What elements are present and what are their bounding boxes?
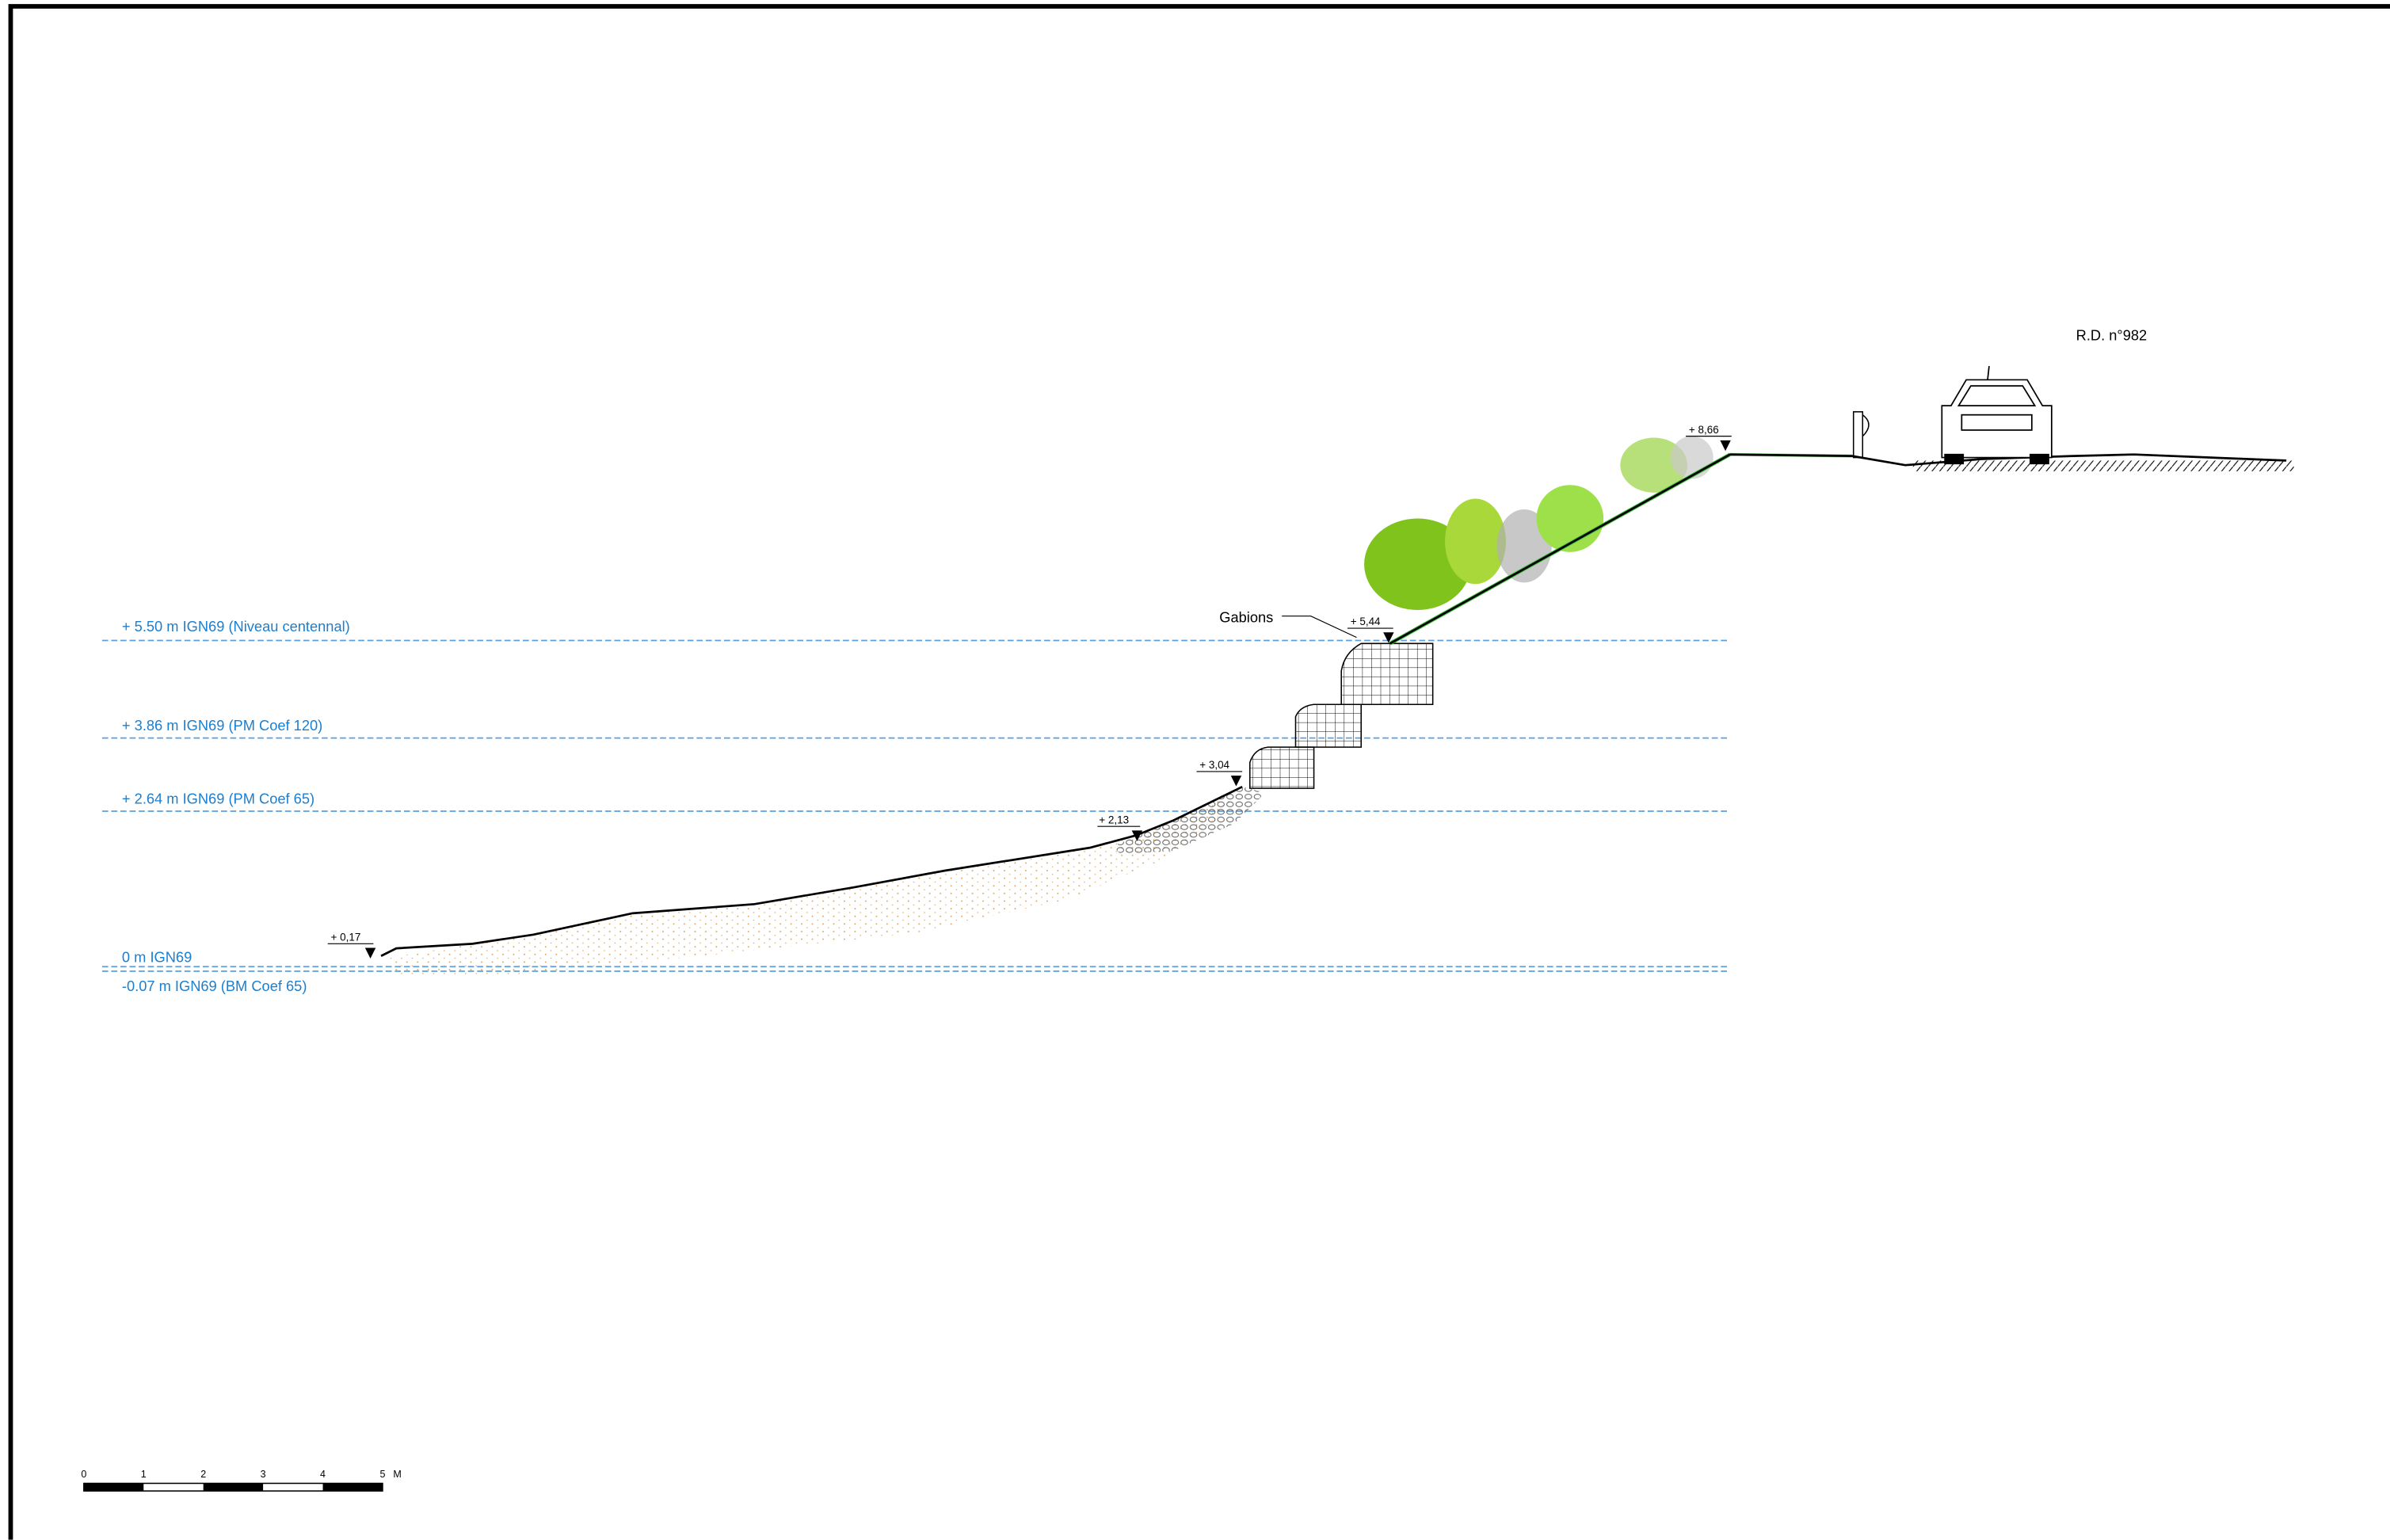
elevation-label: + 5,44 xyxy=(1351,616,1381,627)
road-label: R.D. n°982 xyxy=(2076,326,2148,343)
post xyxy=(1852,411,1870,459)
scale-tick-label: 4 xyxy=(320,1469,326,1480)
car xyxy=(1941,366,2053,465)
water-levels: + 5.50 m IGN69 (Niveau centennal) + 3.86… xyxy=(101,618,1730,994)
scale-tick-label: 0 xyxy=(81,1469,86,1480)
elevation-label: + 2,13 xyxy=(1099,814,1129,825)
level-label: -0.07 m IGN69 (BM Coef 65) xyxy=(122,978,307,994)
frame xyxy=(8,4,2390,1540)
scale-tick-label: 5 xyxy=(379,1469,385,1480)
riprap xyxy=(1112,787,1266,854)
elevation-label: + 8,66 xyxy=(1689,424,1719,436)
elevation-label: + 0,17 xyxy=(331,932,361,943)
elevation-markers xyxy=(327,436,1732,959)
elevation-label: + 3,04 xyxy=(1199,759,1229,771)
scale-tick-label: 2 xyxy=(200,1469,206,1480)
level-label: + 5.50 m IGN69 (Niveau centennal) xyxy=(122,618,350,635)
scale-tick-label: 3 xyxy=(261,1469,266,1480)
vegetation xyxy=(1364,436,1713,610)
road-hatch xyxy=(1912,460,2294,471)
level-label: 0 m IGN69 xyxy=(122,948,192,965)
scale-unit: M xyxy=(393,1469,401,1480)
gabions-label: Gabions xyxy=(1219,608,1273,625)
level-label: + 2.64 m IGN69 (PM Coef 65) xyxy=(122,790,314,806)
embankment-fill xyxy=(388,787,1243,976)
scale-bar: 0 1 2 3 4 5 M xyxy=(81,1469,402,1492)
level-label: + 3.86 m IGN69 (PM Coef 120) xyxy=(122,717,322,734)
gabions xyxy=(1248,642,1434,789)
scale-tick-label: 1 xyxy=(141,1469,147,1480)
